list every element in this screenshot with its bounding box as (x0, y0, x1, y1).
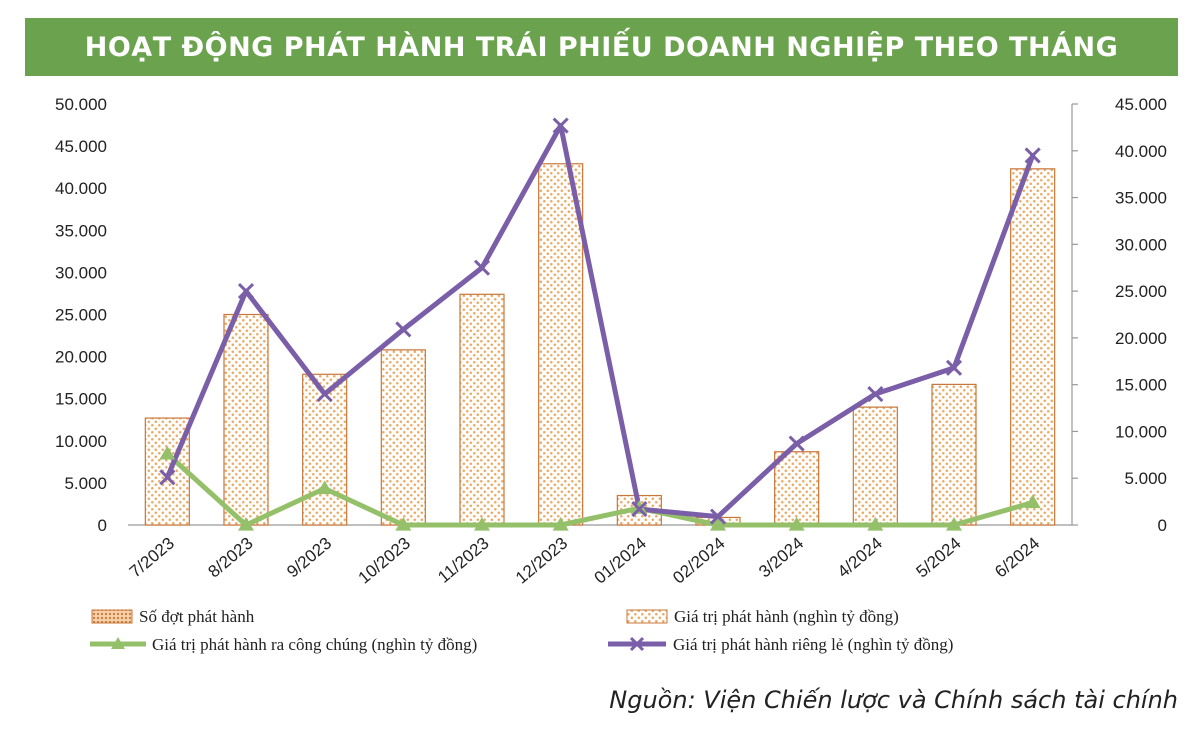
legend-marker-public (111, 637, 125, 649)
y-left-tick-label: 40.000 (55, 179, 107, 198)
x-tick-label: 6/2024 (991, 534, 1043, 582)
y-right-tick-label: 15.000 (1115, 376, 1167, 395)
series-line-private (164, 123, 1036, 520)
point-marker-private (867, 385, 884, 403)
y-left-tick-label: 30.000 (55, 263, 107, 282)
point-marker-public (1024, 494, 1041, 509)
source-note: Nguồn: Viện Chiến lược và Chính sách tài… (609, 686, 1178, 714)
point-marker-private (395, 321, 412, 338)
point-marker-public (159, 445, 176, 460)
point-marker-private (159, 469, 176, 486)
legend-label-public: Giá trị phát hành ra công chúng (nghìn t… (152, 635, 477, 654)
point-marker-private (473, 259, 491, 276)
point-marker-private (552, 117, 569, 134)
y-left-tick-label: 5.000 (64, 474, 107, 493)
x-tick-label: 11/2023 (434, 534, 492, 587)
y-left-tick-label: 50.000 (55, 95, 107, 114)
point-marker-private (788, 435, 805, 452)
point-marker-private (945, 359, 963, 376)
point-marker-public (395, 517, 412, 531)
chart-title: HOẠT ĐỘNG PHÁT HÀNH TRÁI PHIẾU DOANH NGH… (84, 31, 1119, 63)
point-marker-public (631, 500, 648, 514)
y-right-tick-label: 5.000 (1124, 469, 1167, 488)
y-left-tick-label: 0 (98, 516, 107, 535)
y-left-tick-label: 15.000 (55, 390, 107, 409)
x-tick-label: 9/2023 (283, 534, 335, 582)
legend-marker-private (629, 636, 645, 652)
y-right-tick-label: 25.000 (1115, 282, 1167, 301)
point-marker-public (867, 517, 884, 531)
x-tick-label: 3/2024 (755, 534, 807, 582)
legend-swatch-value (626, 609, 668, 624)
point-marker-public (238, 517, 254, 531)
x-tick-label: 02/2024 (669, 534, 728, 588)
y-right-tick-label: 35.000 (1115, 189, 1167, 208)
point-marker-public (316, 480, 333, 495)
bar (459, 293, 505, 526)
point-marker-public (710, 517, 726, 531)
x-tick-label: 5/2024 (913, 534, 965, 582)
legend-label-count: Số đợt phát hành (139, 607, 255, 626)
y-right-tick-label: 10.000 (1115, 422, 1167, 441)
x-tick-label: 12/2023 (512, 534, 571, 588)
bar (931, 383, 977, 526)
y-right-tick-label: 30.000 (1115, 235, 1167, 254)
x-tick-label: 7/2023 (126, 534, 178, 582)
point-marker-private (237, 283, 255, 300)
point-marker-public (474, 517, 490, 531)
point-marker-private (631, 501, 648, 518)
x-tick-label: 4/2024 (834, 534, 886, 582)
bar (1010, 168, 1056, 526)
y-right-tick-label: 20.000 (1115, 329, 1167, 348)
bar (380, 349, 426, 526)
point-marker-private (709, 508, 727, 525)
bar (774, 451, 820, 526)
legend-label-private: Giá trị phát hành riêng lẻ (nghìn tỷ đồn… (673, 635, 953, 654)
point-marker-public (788, 517, 805, 531)
x-tick-label: 10/2023 (355, 534, 414, 588)
chart-title-bar: HOẠT ĐỘNG PHÁT HÀNH TRÁI PHIẾU DOANH NGH… (25, 18, 1178, 76)
point-marker-private (1024, 147, 1041, 164)
point-marker-public (946, 517, 962, 531)
x-tick-label: 01/2024 (591, 534, 650, 588)
bar (852, 406, 898, 526)
bar (538, 163, 584, 526)
bar (223, 313, 269, 526)
y-right-tick-label: 0 (1158, 516, 1167, 535)
y-left-tick-label: 20.000 (55, 348, 107, 367)
y-left-tick-label: 45.000 (55, 137, 107, 156)
y-right-tick-label: 45.000 (1115, 95, 1167, 114)
y-right-tick-label: 40.000 (1115, 142, 1167, 161)
legend-label-value: Giá trị phát hành (nghìn tỷ đồng) (674, 607, 899, 626)
y-left-tick-label: 35.000 (55, 221, 107, 240)
point-marker-public (552, 517, 569, 531)
y-left-tick-label: 10.000 (55, 432, 107, 451)
y-left-tick-label: 25.000 (55, 306, 107, 325)
legend-swatch-count (91, 609, 133, 624)
point-marker-private (316, 385, 333, 403)
series-line-public (164, 451, 1036, 528)
bar (302, 373, 348, 526)
x-tick-label: 8/2023 (205, 534, 257, 582)
